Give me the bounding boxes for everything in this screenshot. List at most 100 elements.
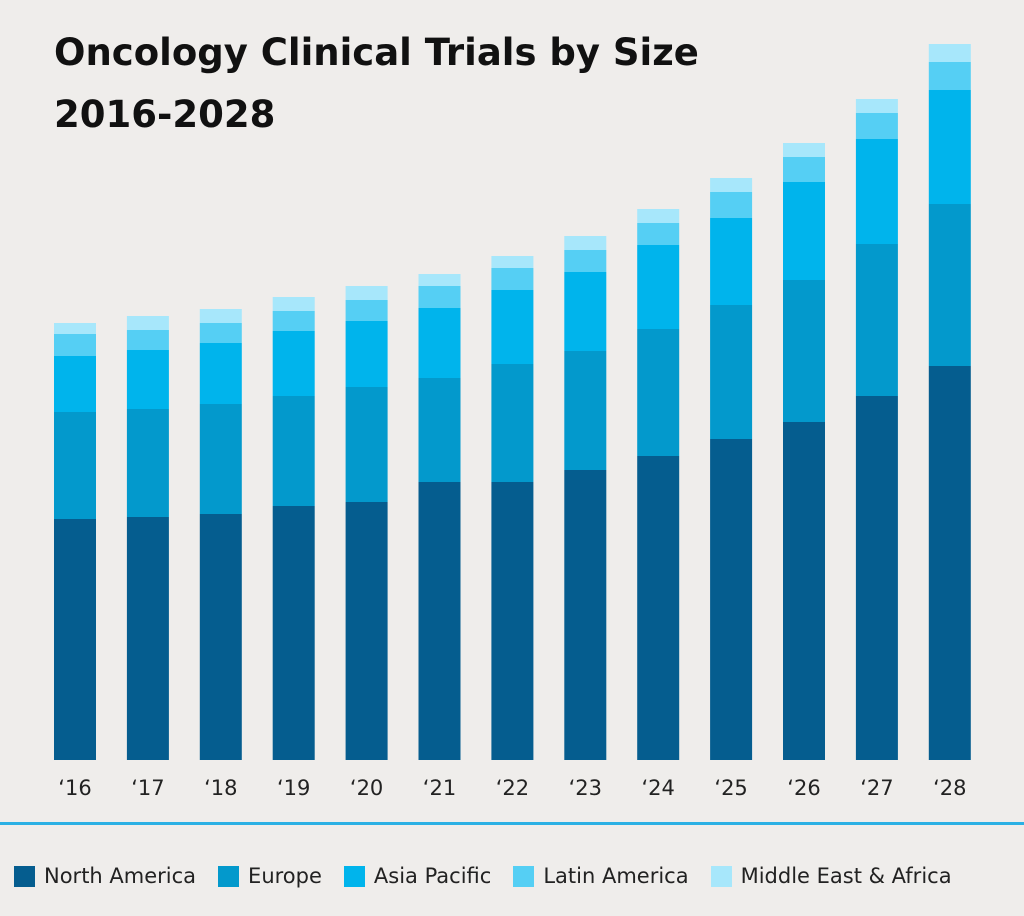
bar-segment-north-america-2 [199, 514, 242, 760]
x-tick-label: ‘26 [787, 776, 820, 800]
x-tick-label: ‘28 [933, 776, 966, 800]
legend-swatch [513, 865, 535, 887]
legend-swatch [218, 865, 240, 887]
legend-swatch [343, 865, 365, 887]
bar-segment-north-america-0 [54, 519, 96, 760]
bar-segment-north-america-7 [564, 470, 607, 760]
legend-label: Europe [248, 864, 322, 888]
bar-segment-north-america-4 [345, 502, 388, 760]
bar-segment-asia-pacific-1 [126, 350, 169, 409]
bar-segment-asia-pacific-7 [564, 272, 607, 351]
bar-segment-middle-east-africa-11 [855, 99, 898, 113]
bar-segment-middle-east-africa-9 [710, 178, 753, 192]
bar-segment-latin-america-11 [855, 113, 898, 139]
bar-segment-latin-america-4 [345, 300, 388, 321]
bar-segment-latin-america-5 [418, 286, 461, 308]
bar-segment-latin-america-2 [199, 323, 242, 343]
bar-segment-middle-east-africa-4 [345, 286, 388, 300]
x-tick-label: ‘19 [277, 776, 310, 800]
bar-segment-asia-pacific-6 [491, 290, 534, 364]
bar-segment-europe-2 [199, 404, 242, 514]
bar-segment-europe-8 [637, 329, 680, 456]
chart-title-line-1: Oncology Clinical Trials by Size [54, 31, 699, 74]
bar-segment-middle-east-africa-5 [418, 274, 461, 286]
legend-item: Asia Pacific [343, 864, 492, 888]
bar-segment-asia-pacific-2 [199, 343, 242, 404]
bar-segment-europe-0 [54, 412, 96, 519]
x-tick-labels: ‘16 ‘17 ‘18 ‘19 ‘20 ‘21 ‘22 ‘23 ‘24 ‘25 ‘26 ‘27 ‘28 [58, 776, 966, 800]
bar-segment-north-america-10 [783, 422, 825, 760]
legend: North America Europe Asia Pacific Latin Ame… [14, 864, 952, 888]
legend-swatch [710, 865, 732, 887]
bar-segment-middle-east-africa-1 [126, 316, 169, 330]
bar-segment-asia-pacific-5 [418, 308, 461, 378]
bar-segment-north-america-8 [637, 456, 680, 760]
legend-label: North America [44, 864, 197, 888]
bar-segment-asia-pacific-8 [637, 245, 680, 329]
bar-segment-asia-pacific-10 [783, 182, 825, 280]
x-tick-label: ‘27 [860, 776, 893, 800]
divider-line [0, 822, 1024, 825]
chart-title-line-2: 2016-2028 [54, 93, 276, 136]
bar-segment-north-america-11 [855, 396, 898, 760]
bar-segment-middle-east-africa-7 [564, 236, 607, 250]
bar-segment-middle-east-africa-8 [637, 209, 680, 223]
bar-segment-asia-pacific-0 [54, 356, 96, 412]
bar-segment-latin-america-6 [491, 268, 534, 290]
bar-segment-latin-america-1 [126, 330, 169, 350]
bar-segment-europe-1 [126, 409, 169, 517]
legend-label: Middle East & Africa [740, 864, 952, 888]
bar-segment-north-america-12 [928, 366, 971, 760]
legend-item: Middle East & Africa [710, 864, 952, 888]
bar-segment-north-america-3 [272, 506, 315, 760]
bar-segment-asia-pacific-12 [928, 90, 971, 204]
x-tick-label: ‘21 [423, 776, 456, 800]
bar-segment-asia-pacific-11 [855, 139, 898, 244]
x-tick-label: ‘20 [350, 776, 383, 800]
bar-segment-middle-east-africa-10 [783, 143, 825, 157]
legend-item: Europe [218, 864, 322, 888]
bar-segment-europe-6 [491, 364, 534, 482]
x-tick-label: ‘24 [641, 776, 674, 800]
bar-segment-latin-america-12 [928, 62, 971, 90]
bar-segment-europe-11 [855, 244, 898, 396]
bar-segment-middle-east-africa-3 [272, 297, 315, 311]
legend-label: Latin America [543, 864, 689, 888]
bars-group [54, 44, 971, 760]
x-tick-label: ‘22 [496, 776, 529, 800]
bar-segment-latin-america-0 [54, 334, 96, 356]
bar-segment-middle-east-africa-6 [491, 256, 534, 268]
bar-segment-middle-east-africa-12 [928, 44, 971, 62]
x-tick-label: ‘18 [204, 776, 237, 800]
bar-segment-north-america-9 [710, 439, 753, 760]
bar-segment-latin-america-3 [272, 311, 315, 331]
chart-title: Oncology Clinical Trials by Size 2016-20… [54, 22, 699, 146]
bar-segment-north-america-5 [418, 482, 461, 760]
bar-segment-europe-3 [272, 396, 315, 506]
legend-item: North America [14, 864, 196, 888]
x-tick-label: ‘16 [58, 776, 91, 800]
bar-segment-asia-pacific-3 [272, 331, 315, 396]
x-tick-label: ‘23 [569, 776, 602, 800]
bar-segment-latin-america-7 [564, 250, 607, 272]
bar-segment-latin-america-10 [783, 157, 825, 182]
bar-segment-north-america-1 [126, 517, 169, 760]
bar-segment-europe-4 [345, 387, 388, 502]
bar-segment-europe-7 [564, 351, 607, 470]
bar-segment-north-america-6 [491, 482, 534, 760]
legend-label: Asia Pacific [373, 864, 492, 888]
x-tick-label: ‘25 [714, 776, 747, 800]
bar-segment-asia-pacific-9 [710, 218, 753, 305]
bar-segment-europe-10 [783, 280, 825, 422]
bar-segment-asia-pacific-4 [345, 321, 388, 387]
legend-item: Latin America [513, 864, 689, 888]
bar-segment-europe-9 [710, 305, 753, 439]
bar-segment-europe-12 [928, 204, 971, 366]
bar-segment-middle-east-africa-0 [54, 323, 96, 334]
x-tick-label: ‘17 [131, 776, 164, 800]
legend-swatch [14, 865, 35, 887]
bar-segment-europe-5 [418, 378, 461, 482]
bar-segment-latin-america-9 [710, 192, 753, 218]
bar-segment-middle-east-africa-2 [199, 309, 242, 323]
